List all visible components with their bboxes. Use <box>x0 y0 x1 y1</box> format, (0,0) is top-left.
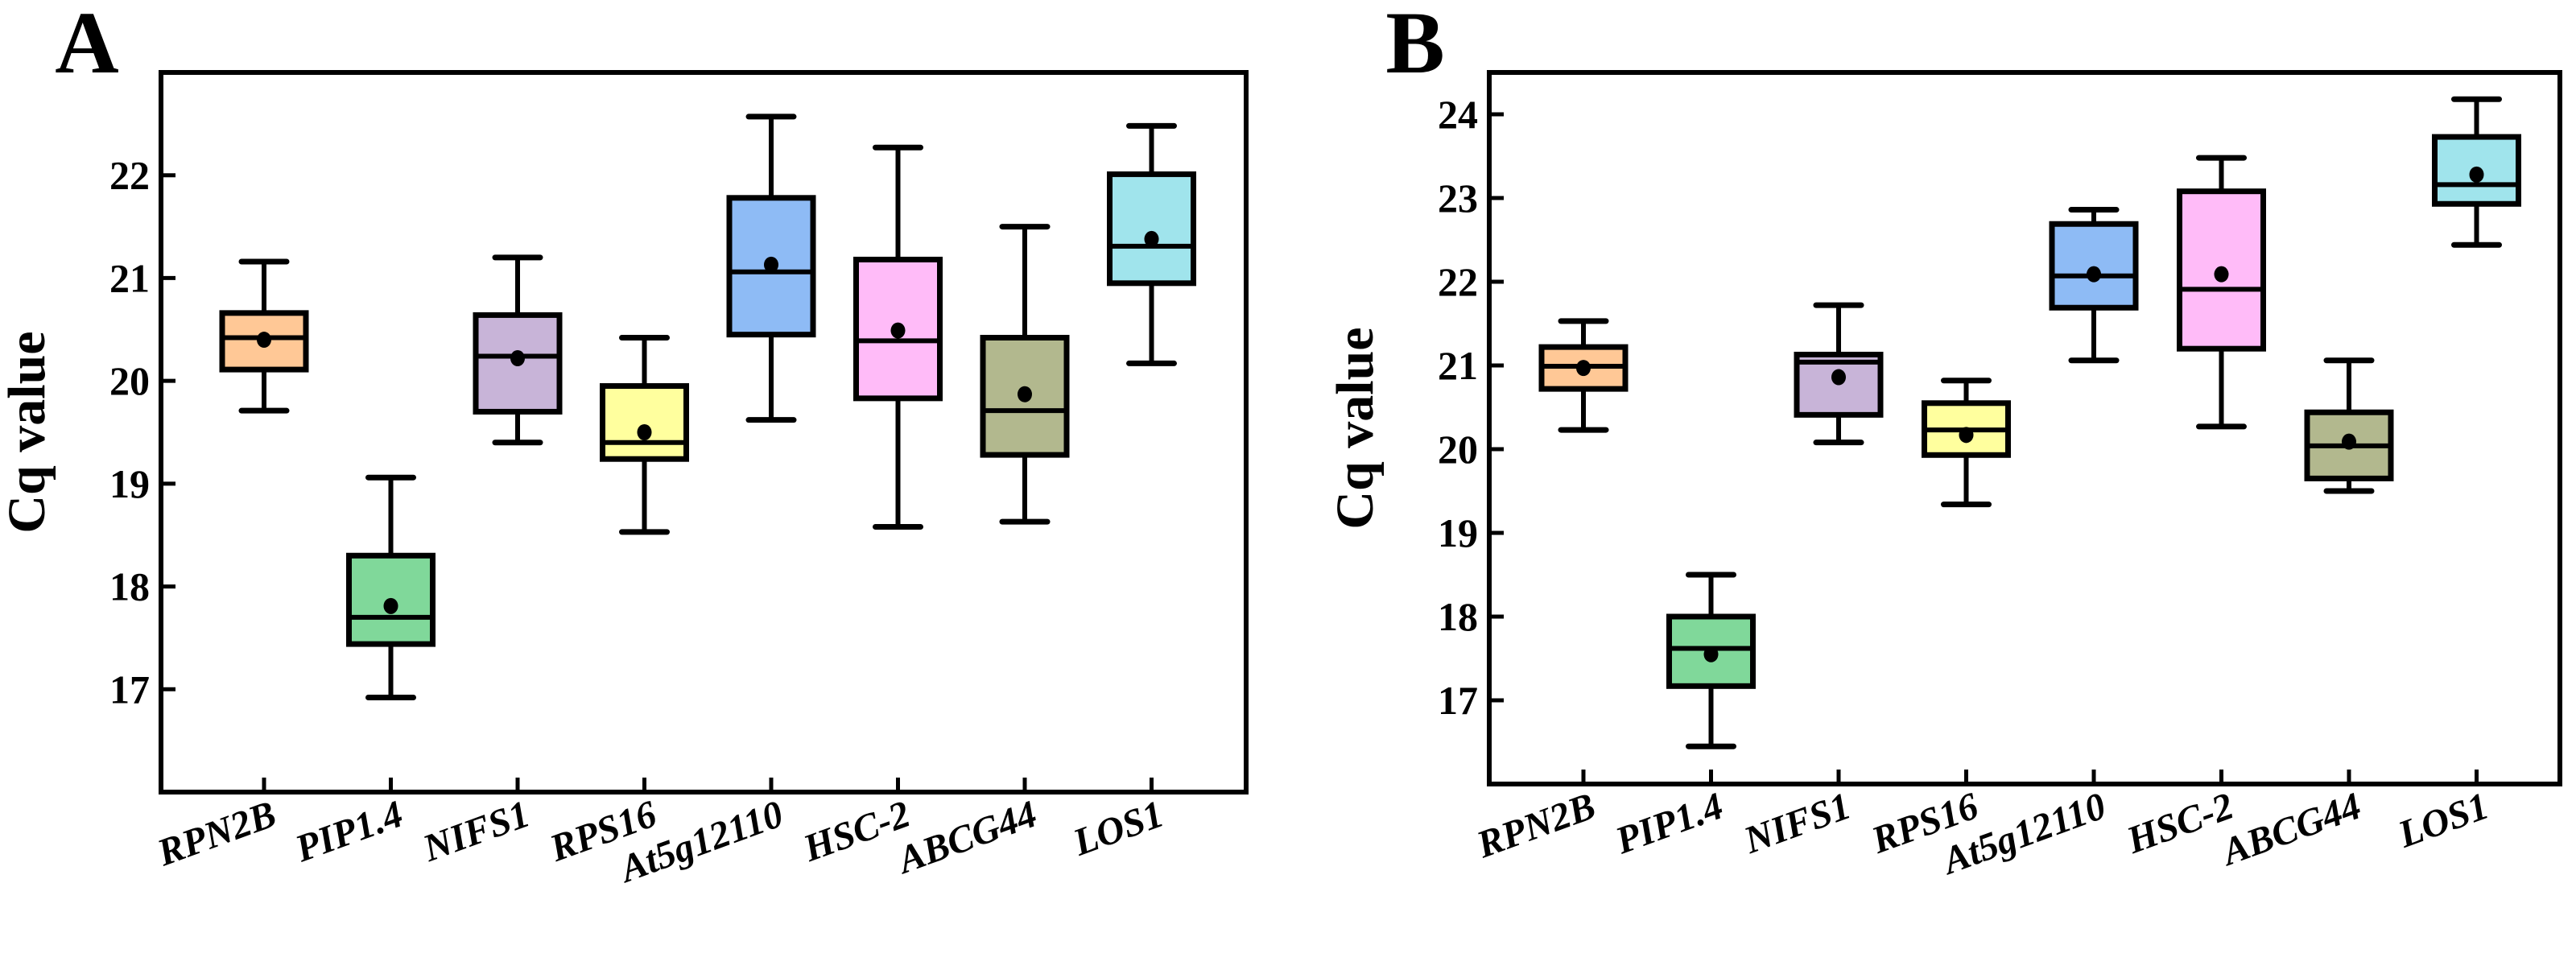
mean-point <box>257 332 271 349</box>
mean-point <box>1018 386 1032 402</box>
y-axis-label: Cq value <box>0 331 56 533</box>
box-RPN2B: RPN2B <box>151 258 309 875</box>
iqr-box <box>726 195 816 338</box>
iqr-box <box>2177 188 2266 352</box>
plot-frame <box>159 70 1249 794</box>
box-PIP1.4: PIP1.4 <box>1609 572 1756 863</box>
y-tick-label: 21 <box>1438 343 1478 388</box>
iqr-box <box>2049 221 2139 311</box>
x-tick-label: RPN2B <box>151 793 282 875</box>
mean-point <box>2342 433 2356 450</box>
y-axis-label: Cq value <box>1326 327 1385 529</box>
mean-point <box>2087 266 2101 283</box>
y-tick-label: 24 <box>1438 92 1478 137</box>
x-tick-label: PIP1.4 <box>1609 785 1728 863</box>
mean-point <box>510 350 525 367</box>
y-tick-label: 23 <box>1438 175 1478 221</box>
y-tick-label: 21 <box>109 255 150 300</box>
y-tick-label: 22 <box>109 153 150 198</box>
mean-point <box>1576 360 1591 377</box>
mean-point <box>1703 646 1719 662</box>
y-tick-label: 19 <box>109 461 150 506</box>
mean-point <box>637 424 652 440</box>
y-tick-label: 18 <box>109 564 150 609</box>
box-PIP1.4: PIP1.4 <box>289 474 436 871</box>
mean-point <box>383 597 398 614</box>
mean-point <box>1144 230 1159 247</box>
iqr-box <box>1794 351 1884 418</box>
mean-point <box>890 322 906 339</box>
iqr-box <box>1107 171 1196 287</box>
y-tick-label: 20 <box>109 358 150 403</box>
x-tick-label: PIP1.4 <box>289 793 408 871</box>
mean-point <box>764 256 778 273</box>
box-LOS1: LOS1 <box>1067 122 1196 865</box>
box-HSC-2: HSC-2 <box>797 144 943 871</box>
x-tick-label: LOS1 <box>1067 793 1169 865</box>
y-tick-label: 17 <box>109 667 150 712</box>
box-NIFS1: NIFS1 <box>417 254 563 871</box>
y-tick-label: 19 <box>1438 510 1478 555</box>
y-tick-label: 22 <box>1438 259 1478 304</box>
panel-label: B <box>1385 0 1444 92</box>
iqr-box <box>600 383 689 462</box>
panel-label: A <box>55 0 118 92</box>
x-tick-label: HSC-2 <box>797 793 915 871</box>
mean-point <box>1959 427 1974 444</box>
panel-B: B Cq value 17 18 19 20 21 22 23 24 RPN2B PIP1.4 NIFS… <box>1326 0 2562 883</box>
x-tick-label: HSC-2 <box>2120 785 2239 863</box>
plot-frame <box>1487 70 2562 786</box>
x-tick-label: ABCG44 <box>890 793 1042 883</box>
box-LOS1: LOS1 <box>2392 96 2521 856</box>
mean-point <box>1831 369 1846 386</box>
mean-point <box>2214 266 2229 283</box>
box-ABCG44: ABCG44 <box>2215 357 2394 875</box>
box-HSC-2: HSC-2 <box>2120 155 2266 863</box>
x-tick-label: LOS1 <box>2392 785 2494 856</box>
x-tick-label: NIFS1 <box>1738 785 1856 863</box>
y-tick-label: 18 <box>1438 594 1478 639</box>
box-NIFS1: NIFS1 <box>1738 302 1884 863</box>
x-tick-label: ABCG44 <box>2215 785 2367 875</box>
mean-point <box>2469 166 2484 183</box>
box-RPS16: RPS16 <box>1865 378 2011 862</box>
y-tick-label: 20 <box>1438 427 1478 472</box>
y-tick-label: 17 <box>1438 678 1478 723</box>
x-tick-label: RPN2B <box>1471 785 1601 867</box>
x-tick-label: NIFS1 <box>417 793 535 871</box>
